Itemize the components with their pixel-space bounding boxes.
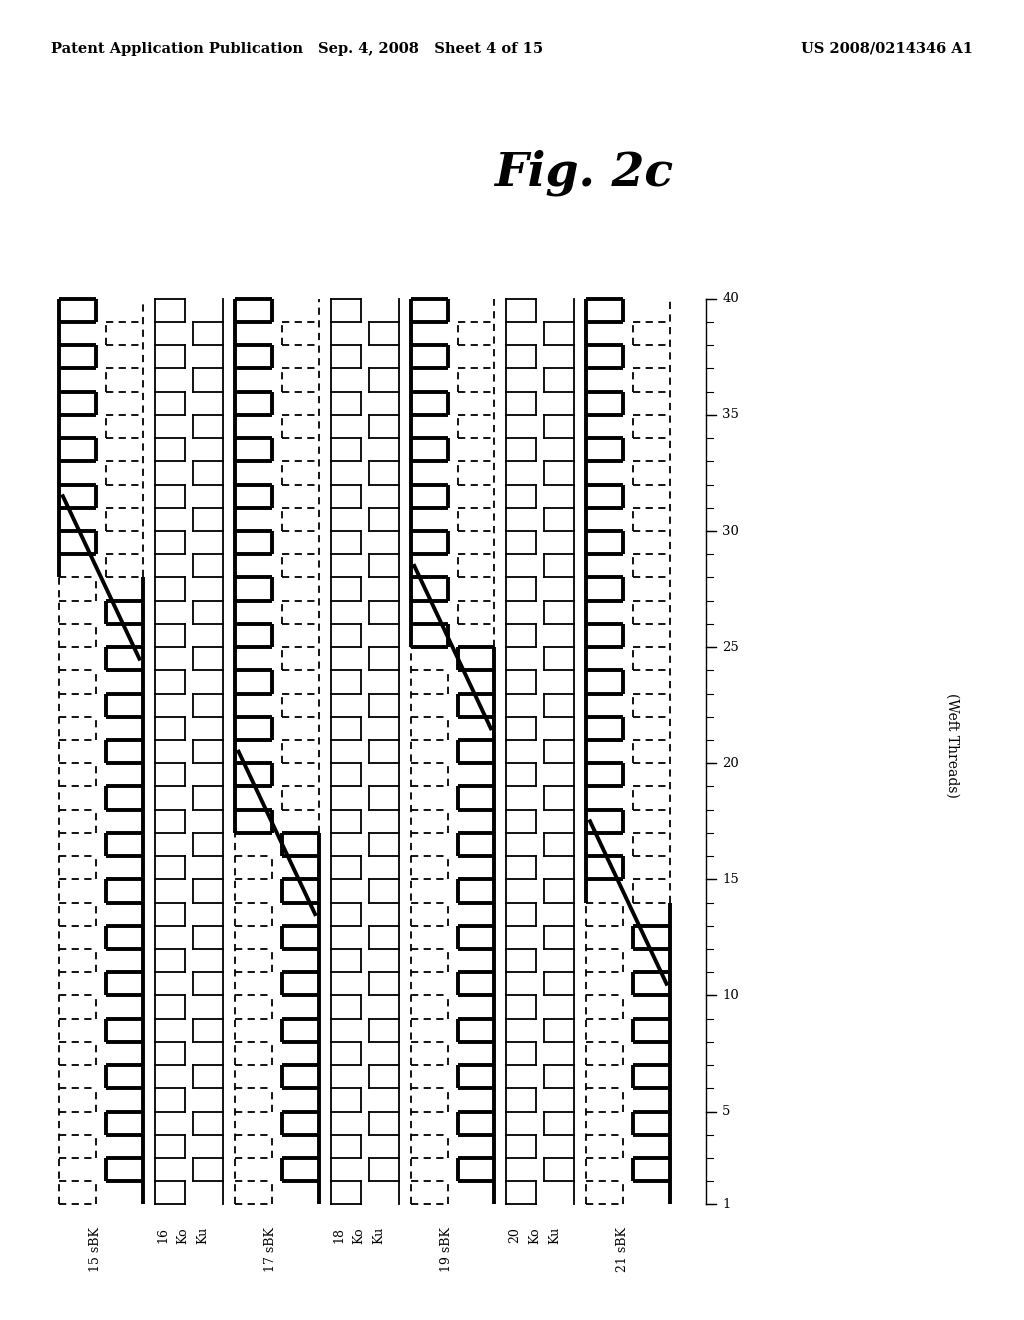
Text: Ku: Ku [372,1228,385,1245]
Text: 21 sBK: 21 sBK [615,1228,629,1272]
Text: Ko: Ko [352,1228,366,1243]
Text: 16: 16 [157,1228,170,1243]
Text: 20: 20 [722,756,739,770]
Text: 10: 10 [722,989,739,1002]
Text: 15 sBK: 15 sBK [89,1228,101,1272]
Text: 20: 20 [508,1228,521,1243]
Text: 40: 40 [722,292,739,305]
Text: Ko: Ko [528,1228,541,1243]
Text: 1: 1 [722,1197,730,1210]
Text: 5: 5 [722,1105,730,1118]
Text: 30: 30 [722,524,739,537]
Text: 15: 15 [722,873,739,886]
Text: Ku: Ku [197,1228,210,1245]
Text: 19 sBK: 19 sBK [440,1228,453,1272]
Text: US 2008/0214346 A1: US 2008/0214346 A1 [801,42,973,55]
Text: Ku: Ku [548,1228,561,1245]
Text: (Weft Threads): (Weft Threads) [945,693,959,799]
Text: Patent Application Publication: Patent Application Publication [51,42,303,55]
Text: 35: 35 [722,408,739,421]
Text: 25: 25 [722,640,739,653]
Text: 18: 18 [332,1228,345,1243]
Text: Fig. 2c: Fig. 2c [495,149,673,197]
Text: Sep. 4, 2008   Sheet 4 of 15: Sep. 4, 2008 Sheet 4 of 15 [317,42,543,55]
Text: 17 sBK: 17 sBK [264,1228,278,1272]
Text: Ko: Ko [176,1228,189,1243]
